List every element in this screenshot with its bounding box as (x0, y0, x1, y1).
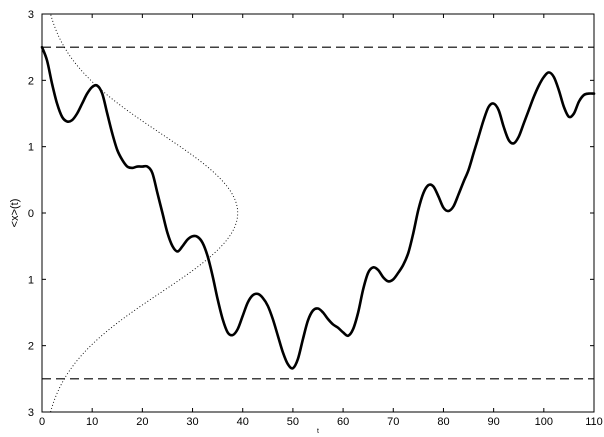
y-axis-label: <x>(t) (9, 199, 21, 228)
x-tick-label: 40 (237, 416, 249, 428)
trajectory-solid-line (40, 45, 596, 370)
x-tick-label: 60 (337, 416, 349, 428)
y-tick-label: 1 (28, 142, 34, 154)
y-tick-label: 2 (28, 341, 34, 353)
plot-frame (41, 13, 595, 413)
y-tick-label: 0 (28, 208, 34, 220)
y-tick-label: 3 (28, 9, 34, 21)
x-tick-label: 50 (287, 416, 299, 428)
x-axis-label: t (317, 428, 319, 435)
x-axis: 0 10 20 30 40 50 60 70 80 90 100 110 (39, 14, 603, 428)
x-tick-label: 0 (39, 416, 45, 428)
x-tick-label: 10 (86, 416, 98, 428)
x-tick-label: 30 (186, 416, 198, 428)
x-tick-label: 70 (387, 416, 399, 428)
series-layer (40, 13, 596, 413)
gaussian-profile-dotted-line (50, 13, 239, 413)
y-tick-label: 3 (28, 407, 34, 419)
x-tick-label: 100 (535, 416, 553, 428)
y-tick-label: 2 (28, 75, 34, 87)
x-tick-label: 20 (136, 416, 148, 428)
x-tick-label: 90 (488, 416, 500, 428)
x-tick-label: 80 (437, 416, 449, 428)
x-tick-label: 110 (585, 416, 603, 428)
y-axis: 3 2 1 0 1 2 3 (28, 9, 594, 419)
y-tick-label: 1 (28, 274, 34, 286)
